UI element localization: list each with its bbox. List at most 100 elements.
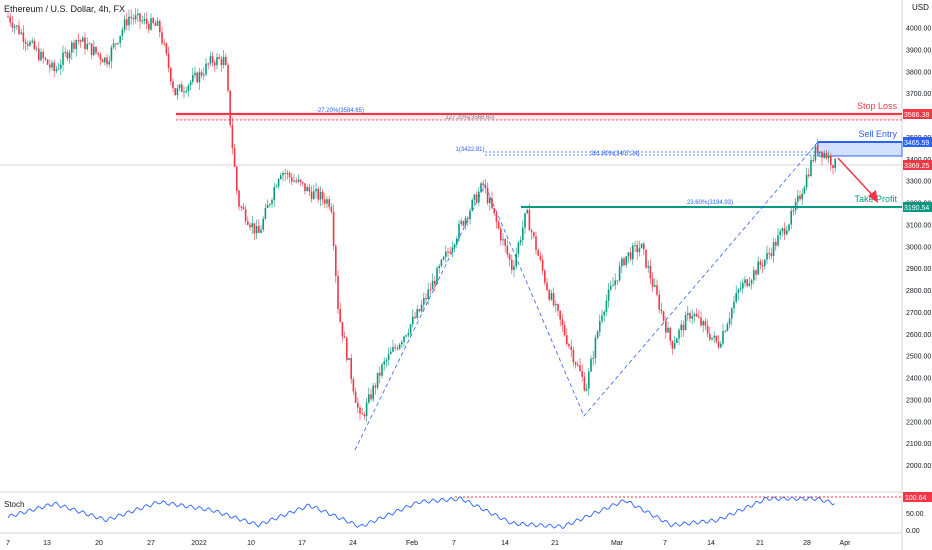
price-tick-label: 2800.00 <box>906 288 931 295</box>
time-tick-label: Apr <box>840 540 852 547</box>
candle-body <box>106 57 108 65</box>
candle-body <box>667 327 669 333</box>
candle-body <box>269 204 271 206</box>
price-badge-label: 3465.59 <box>904 140 929 147</box>
candle-body <box>418 309 421 312</box>
candle-body <box>156 20 159 26</box>
candle-body <box>134 15 137 20</box>
candle-body <box>227 64 229 91</box>
time-tick-label: 7 <box>6 540 10 547</box>
candle-body <box>566 335 568 345</box>
target-arrow-line <box>837 157 876 199</box>
candle-body <box>794 202 797 211</box>
candle-body <box>660 309 663 312</box>
candle-body <box>489 198 491 204</box>
time-tick-label: 14 <box>707 540 715 547</box>
fib-text-neg27: -27.20%(3584.65) <box>316 108 364 114</box>
candle-body <box>511 259 513 270</box>
candle-body <box>196 72 198 83</box>
candle-body <box>104 57 106 63</box>
sell-entry-label: Sell Entry <box>858 129 897 139</box>
price-tick-label: 2100.00 <box>906 441 931 448</box>
candle-body <box>332 211 335 246</box>
candle-body <box>801 193 803 200</box>
candle-body <box>603 311 605 316</box>
candle-body <box>205 63 207 75</box>
candle-body <box>665 320 667 333</box>
candle-body <box>728 318 731 325</box>
time-tick-label: Feb <box>406 540 418 547</box>
candle-body <box>126 19 128 26</box>
candle-body <box>427 289 429 300</box>
candle-body <box>526 209 528 214</box>
candle-body <box>29 42 31 46</box>
candle-body <box>475 194 478 203</box>
candle-body <box>370 394 372 400</box>
harmonic-pattern[interactable] <box>354 141 819 451</box>
candle-body <box>654 285 656 287</box>
candle-body <box>295 180 297 182</box>
candle-body <box>266 204 269 209</box>
candle-body <box>832 165 834 169</box>
candle-body <box>618 266 621 281</box>
candle-body <box>405 335 407 337</box>
candle-body <box>425 298 427 300</box>
candle-body <box>181 84 183 92</box>
candle-body <box>552 293 555 306</box>
candle-body <box>200 72 203 76</box>
candle-body <box>588 371 590 389</box>
candle-body <box>341 322 344 337</box>
candle-body <box>82 37 84 42</box>
candle-body <box>218 57 220 59</box>
target-arrow-head <box>868 190 878 203</box>
candle-body <box>324 199 326 204</box>
fib-text-161: 161.80%(3407.24) <box>590 151 639 157</box>
candle-body <box>20 32 22 34</box>
candle-body <box>236 166 238 191</box>
candle-body <box>572 350 575 363</box>
time-tick-label: 20 <box>95 540 103 547</box>
time-tick-label: 21 <box>756 540 764 547</box>
candle-body <box>170 67 172 82</box>
candle-body <box>825 152 828 159</box>
candle-body <box>695 313 698 317</box>
price-tick-label: 2300.00 <box>906 397 931 404</box>
candle-body <box>544 270 546 283</box>
candle-body <box>671 340 674 349</box>
candle-body <box>167 53 170 68</box>
candle-body <box>68 52 71 59</box>
candle-body <box>420 304 423 312</box>
candle-body <box>788 224 790 231</box>
candle-body <box>194 72 196 76</box>
candle-body <box>438 266 440 269</box>
candle-body <box>590 358 592 372</box>
time-tick-label: 7 <box>663 540 667 547</box>
chart-title: Ethereum / U.S. Dollar, 4h, FX <box>4 4 126 14</box>
candle-body <box>372 385 374 400</box>
candle-body <box>398 344 401 349</box>
stoch-tick-label: 0.00 <box>906 528 920 535</box>
price-tick-label: 3100.00 <box>906 222 931 229</box>
candle-body <box>229 90 231 125</box>
candle-body <box>352 379 355 392</box>
candles[interactable] <box>7 8 836 423</box>
candle-body <box>284 172 286 175</box>
candle-body <box>691 316 693 319</box>
candle-body <box>768 253 770 255</box>
candle-body <box>348 358 350 360</box>
candle-body <box>647 265 649 268</box>
candle-body <box>354 391 357 403</box>
candle-body <box>390 351 392 355</box>
stop-loss-zone <box>176 112 902 120</box>
candle-body <box>524 213 526 228</box>
candle-body <box>830 155 832 166</box>
candle-body <box>112 43 115 48</box>
candle-body <box>154 23 157 26</box>
candle-body <box>86 44 88 50</box>
candle-body <box>827 155 830 159</box>
candle-body <box>445 251 447 257</box>
candle-body <box>304 183 306 192</box>
